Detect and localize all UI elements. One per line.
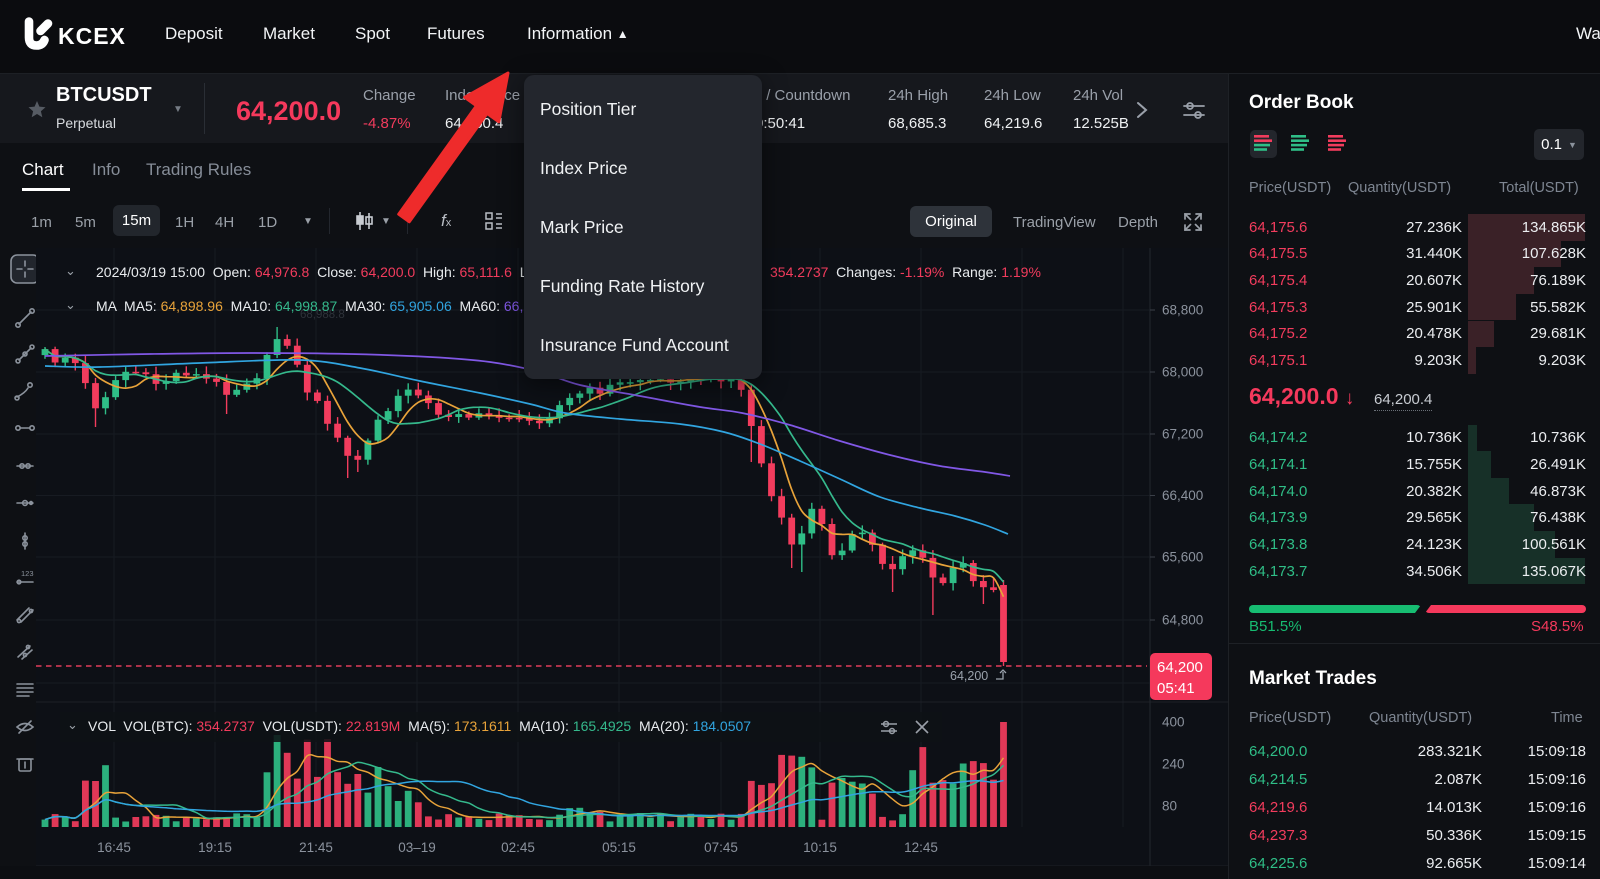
svg-text:80: 80	[1162, 799, 1177, 814]
svg-text:19:15: 19:15	[198, 840, 232, 855]
svg-text:66,400: 66,400	[1162, 488, 1203, 503]
svg-text:240: 240	[1162, 757, 1185, 772]
svg-text:05:15: 05:15	[602, 840, 636, 855]
svg-text:68,800: 68,800	[1162, 303, 1203, 318]
svg-text:07:45: 07:45	[704, 840, 738, 855]
svg-text:KCEX: KCEX	[58, 23, 126, 49]
svg-text:400: 400	[1162, 715, 1185, 730]
svg-text:02:45: 02:45	[501, 840, 535, 855]
svg-text:12:45: 12:45	[904, 840, 938, 855]
svg-text:10:15: 10:15	[803, 840, 837, 855]
svg-text:68,988.8: 68,988.8	[300, 309, 345, 321]
svg-text:16:45: 16:45	[97, 840, 131, 855]
svg-text:67,200: 67,200	[1162, 427, 1203, 442]
svg-text:65,600: 65,600	[1162, 550, 1203, 565]
svg-text:64,200: 64,200	[950, 669, 988, 683]
svg-text:64,800: 64,800	[1162, 613, 1203, 628]
svg-text:03–19: 03–19	[398, 840, 436, 855]
svg-text:123: 123	[21, 569, 34, 578]
svg-text:21:45: 21:45	[299, 840, 333, 855]
svg-text:64,200: 64,200	[1157, 659, 1203, 676]
svg-text:68,000: 68,000	[1162, 365, 1203, 380]
svg-text:05:41: 05:41	[1157, 680, 1195, 697]
